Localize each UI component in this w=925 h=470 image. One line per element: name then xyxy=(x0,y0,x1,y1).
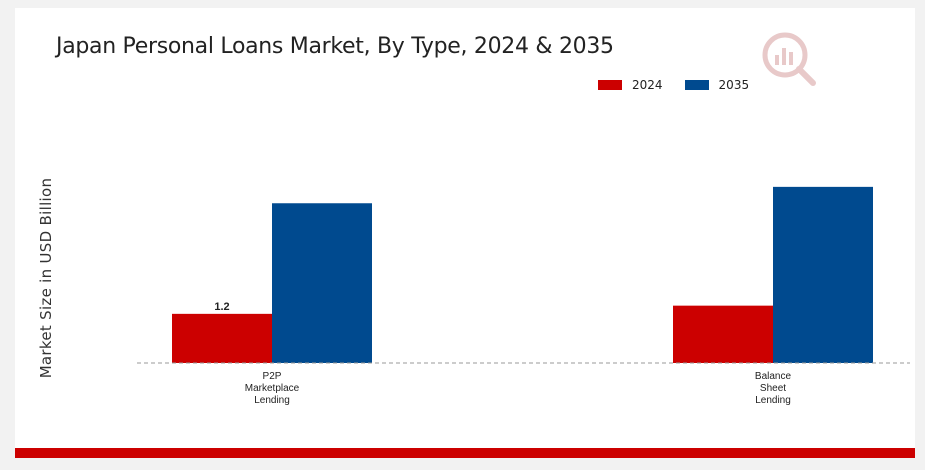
chart-legend: 2024 2035 xyxy=(598,78,771,92)
chart-title: Japan Personal Loans Market, By Type, 20… xyxy=(56,34,614,59)
bottom-accent-bar xyxy=(15,448,915,458)
bar-2024-p2p-marketplace-lending xyxy=(172,313,272,363)
legend-item-2035: 2035 xyxy=(684,78,750,92)
x-tick-label: Balance Sheet Lending xyxy=(755,371,792,406)
x-tick-label: P2P Marketplace Lending xyxy=(245,371,300,406)
legend-label-2024: 2024 xyxy=(632,78,663,92)
bar-2035-balance-sheet-lending xyxy=(773,186,873,363)
magnifier-chart-icon xyxy=(762,32,816,86)
bar-2035-p2p-marketplace-lending xyxy=(272,203,372,363)
bar-2024-balance-sheet-lending xyxy=(673,305,773,363)
legend-label-2035: 2035 xyxy=(718,78,750,92)
chart-card xyxy=(15,8,915,448)
legend-swatch-2035 xyxy=(684,80,709,90)
data-label: 1.2 xyxy=(214,301,229,313)
legend-swatch-2024 xyxy=(598,80,622,90)
legend-item-2024: 2024 xyxy=(598,78,663,92)
